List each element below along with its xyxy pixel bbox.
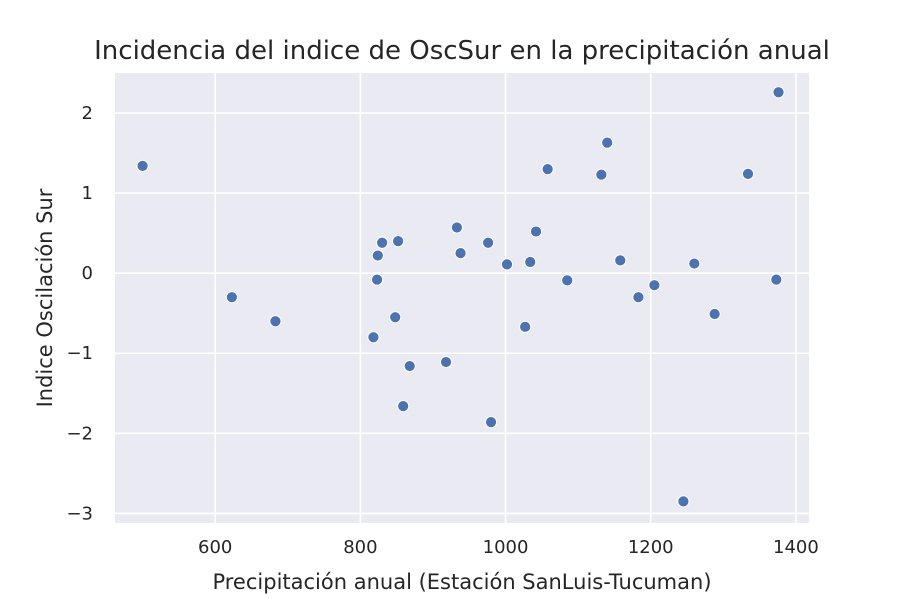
data-point xyxy=(482,236,495,249)
data-point xyxy=(741,167,755,180)
data-point xyxy=(370,273,384,286)
data-point xyxy=(136,159,149,172)
data-point xyxy=(519,320,532,333)
data-point xyxy=(595,168,608,181)
y-tick-labels: −3 −2 −1 0 1 2 xyxy=(66,103,93,524)
data-point xyxy=(632,291,645,304)
data-point xyxy=(392,235,405,248)
data-point xyxy=(688,257,701,270)
data-point xyxy=(648,279,661,292)
x-tick-label: 1400 xyxy=(773,537,819,558)
grid xyxy=(115,73,809,523)
data-point xyxy=(371,249,384,262)
data-point xyxy=(376,236,389,249)
y-tick-label: −3 xyxy=(66,503,93,524)
data-point xyxy=(561,274,574,287)
x-tick-label: 800 xyxy=(343,537,377,558)
data-point xyxy=(450,221,464,234)
data-point xyxy=(269,315,282,328)
x-axis-label: Precipitación anual (Estación SanLuis-Tu… xyxy=(212,570,711,594)
data-point xyxy=(225,291,238,304)
x-tick-label: 1200 xyxy=(628,537,674,558)
data-point xyxy=(439,355,453,369)
data-points xyxy=(136,86,785,508)
data-point xyxy=(601,136,614,149)
data-point xyxy=(454,247,467,260)
data-point xyxy=(389,311,402,324)
data-point xyxy=(677,495,690,508)
data-point xyxy=(500,258,514,271)
data-point xyxy=(541,162,554,176)
data-point xyxy=(367,331,380,344)
x-tick-label: 1000 xyxy=(483,537,529,558)
data-point xyxy=(614,254,627,267)
data-point xyxy=(397,399,410,413)
x-tick-labels: 600 800 1000 1200 1400 xyxy=(198,537,819,558)
data-point xyxy=(484,416,498,429)
data-point xyxy=(529,225,543,238)
y-tick-label: 2 xyxy=(82,103,93,124)
data-point xyxy=(524,255,537,269)
data-point xyxy=(772,86,785,99)
data-point xyxy=(708,307,721,321)
y-tick-label: −1 xyxy=(66,343,93,364)
plot-area xyxy=(115,73,809,523)
data-point xyxy=(403,359,416,373)
data-point xyxy=(770,273,783,286)
y-tick-label: −2 xyxy=(66,423,93,444)
y-axis-label: Indice Oscilación Sur xyxy=(33,188,57,407)
x-tick-label: 600 xyxy=(198,537,232,558)
chart-title: Incidencia del indice de OscSur en la pr… xyxy=(94,36,830,66)
y-tick-label: 1 xyxy=(82,183,93,204)
y-tick-label: 0 xyxy=(82,263,93,284)
